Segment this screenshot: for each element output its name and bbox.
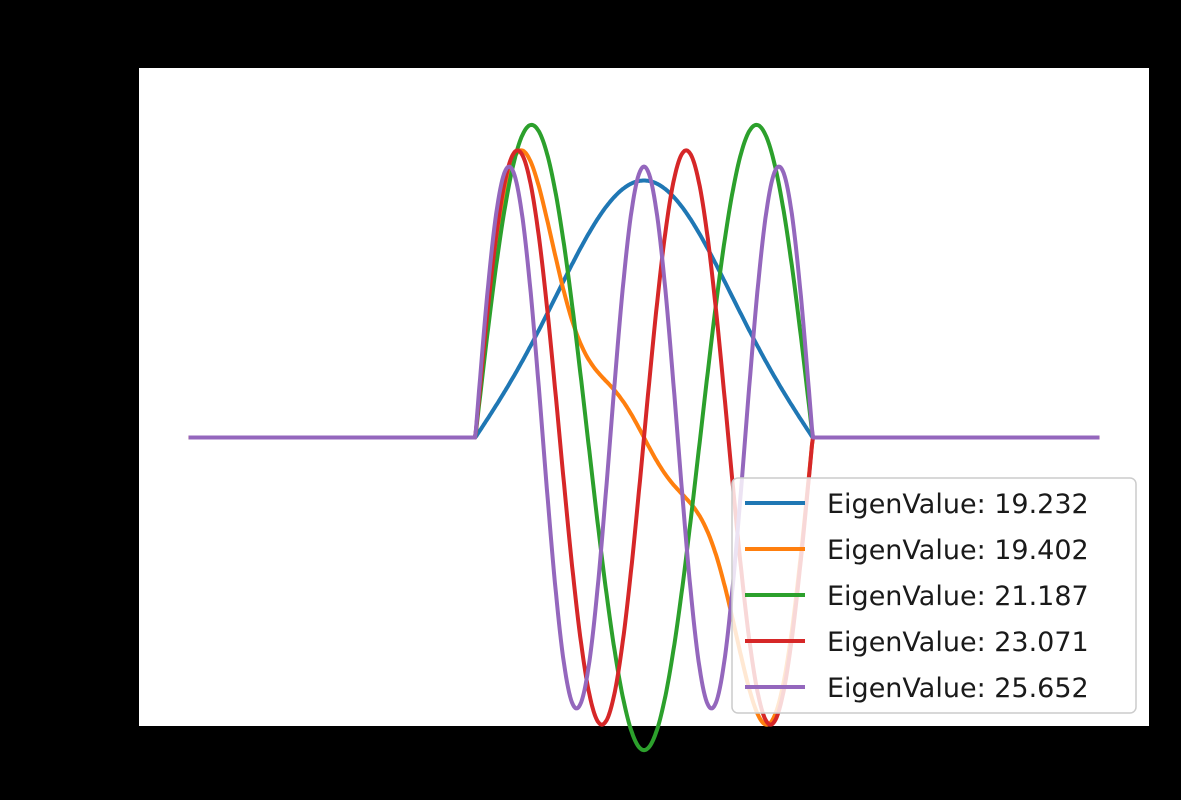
legend-label-1: EigenValue: 19.232	[827, 489, 1089, 520]
series-lines	[187, 122, 1101, 753]
legend-label-5: EigenValue: 25.652	[827, 673, 1089, 704]
legend-label-3: EigenValue: 21.187	[827, 581, 1089, 612]
legend-box	[731, 477, 1137, 714]
legend-label-4: EigenValue: 23.071	[827, 627, 1089, 658]
series-line-5	[187, 164, 1101, 711]
axis-ticks	[131, 112, 138, 671]
legend-label-2: EigenValue: 19.402	[827, 535, 1089, 566]
legend: EigenValue: 19.232 EigenValue: 19.402 Eige…	[731, 477, 1137, 714]
